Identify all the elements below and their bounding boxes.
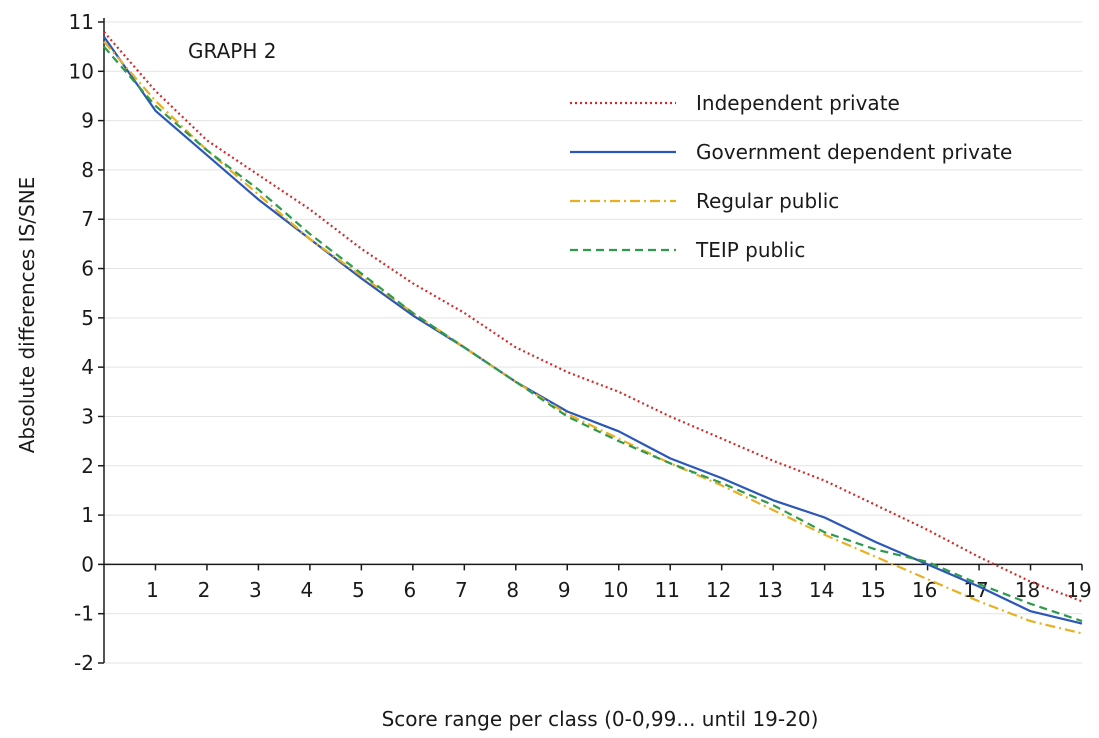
x-tick-label: 19 bbox=[1066, 578, 1091, 602]
x-tick-label: 11 bbox=[654, 578, 679, 602]
legend-label-0: Independent private bbox=[696, 91, 900, 115]
legend-label-3: TEIP public bbox=[695, 238, 805, 262]
x-tick-label: 5 bbox=[352, 578, 365, 602]
legend: Independent private Government dependent … bbox=[570, 91, 1012, 262]
y-tick-label: -2 bbox=[74, 651, 94, 675]
x-tick-label: 15 bbox=[860, 578, 885, 602]
y-tick-label: -1 bbox=[74, 602, 94, 626]
y-tick-label: 8 bbox=[81, 158, 94, 182]
legend-label-1: Government dependent private bbox=[696, 140, 1012, 164]
x-tick-label: 6 bbox=[403, 578, 416, 602]
x-axis-title: Score range per class (0-0,99... until 1… bbox=[382, 707, 819, 731]
y-axis-title: Absolute differences IS/SNE bbox=[15, 177, 39, 454]
x-tick-labels: 1 2 3 4 5 6 7 8 9 10 11 12 13 14 15 16 17 18 19 bbox=[146, 564, 1092, 602]
y-tick-label: 6 bbox=[81, 257, 94, 281]
x-tick-label: 9 bbox=[558, 578, 571, 602]
y-tick-label: 1 bbox=[81, 503, 94, 527]
x-tick-label: 12 bbox=[706, 578, 731, 602]
x-tick-label: 8 bbox=[506, 578, 519, 602]
x-tick-label: 7 bbox=[455, 578, 468, 602]
y-tick-label: 4 bbox=[81, 355, 94, 379]
y-tick-label: 2 bbox=[81, 454, 94, 478]
x-tick-label: 18 bbox=[1015, 578, 1040, 602]
y-tick-label: 7 bbox=[81, 207, 94, 231]
legend-label-2: Regular public bbox=[696, 189, 839, 213]
y-tick-label: 3 bbox=[81, 404, 94, 428]
series-line-3 bbox=[103, 45, 1083, 623]
series-line-1 bbox=[103, 36, 1083, 625]
y-tick-label: 5 bbox=[81, 306, 94, 330]
series-line-0 bbox=[103, 31, 1083, 603]
series-lines bbox=[103, 31, 1083, 635]
x-tick-label: 13 bbox=[757, 578, 782, 602]
series-line-2 bbox=[103, 40, 1083, 635]
y-tick-label: 11 bbox=[69, 10, 94, 34]
y-tick-label: 10 bbox=[69, 59, 94, 83]
x-tick-label: 14 bbox=[809, 578, 834, 602]
x-tick-label: 2 bbox=[198, 578, 211, 602]
x-tick-label: 3 bbox=[249, 578, 262, 602]
x-tick-label: 16 bbox=[912, 578, 937, 602]
chart-title: GRAPH 2 bbox=[188, 39, 276, 63]
x-tick-label: 10 bbox=[603, 578, 628, 602]
y-tick-label: 9 bbox=[81, 109, 94, 133]
x-tick-label: 4 bbox=[301, 578, 314, 602]
x-tick-label: 1 bbox=[146, 578, 159, 602]
y-tick-label: 0 bbox=[81, 552, 94, 576]
